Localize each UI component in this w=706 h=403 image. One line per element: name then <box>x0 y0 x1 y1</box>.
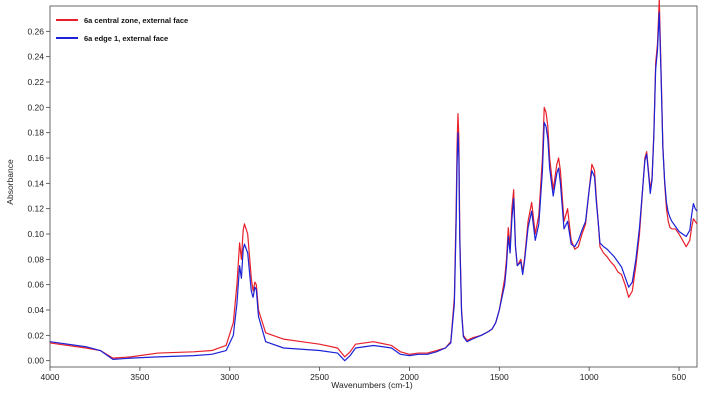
x-tick-label: 2500 <box>310 372 329 382</box>
x-axis-title: Wavenumbers (cm-1) <box>331 380 413 390</box>
y-tick-label: 0.18 <box>27 128 44 138</box>
y-tick-label: 0.10 <box>27 229 44 239</box>
axes-layer: 4000 3500 3000 2500 2000 1500 1000 500 0.00 0.02 0… <box>27 5 698 382</box>
plot-frame <box>49 5 698 368</box>
y-tick-label: 0.14 <box>27 178 44 188</box>
y-tick-label: 0.08 <box>27 254 44 264</box>
x-tick-label: 3000 <box>220 372 239 382</box>
series-layer <box>49 0 698 362</box>
x-tick-label: 3500 <box>130 372 149 382</box>
x-tick-label: 1000 <box>580 372 599 382</box>
series-line-2 <box>49 11 698 362</box>
y-tick-label: 0.24 <box>27 52 44 62</box>
y-tick-label: 0.00 <box>27 356 44 366</box>
x-tick-label: 2000 <box>400 372 419 382</box>
x-tick-label: 4000 <box>41 372 60 382</box>
y-tick-label: 0.16 <box>27 153 44 163</box>
legend-label-1: 6a central zone, external face <box>84 16 188 25</box>
legend: 6a central zone, external face 6a edge 1,… <box>56 16 188 43</box>
y-tick-label: 0.12 <box>27 204 44 214</box>
y-tick-label: 0.04 <box>27 305 44 315</box>
y-tick-label: 0.02 <box>27 330 44 340</box>
y-tick-label: 0.20 <box>27 102 44 112</box>
x-tick-label: 1500 <box>490 372 509 382</box>
x-tick-label: 500 <box>672 372 686 382</box>
y-tick-label: 0.22 <box>27 77 44 87</box>
y-axis-title: Absorbance <box>5 159 15 205</box>
legend-label-2: 6a edge 1, external face <box>84 34 168 43</box>
y-tick-label: 0.06 <box>27 280 44 290</box>
y-tick-label: 0.26 <box>27 26 44 36</box>
